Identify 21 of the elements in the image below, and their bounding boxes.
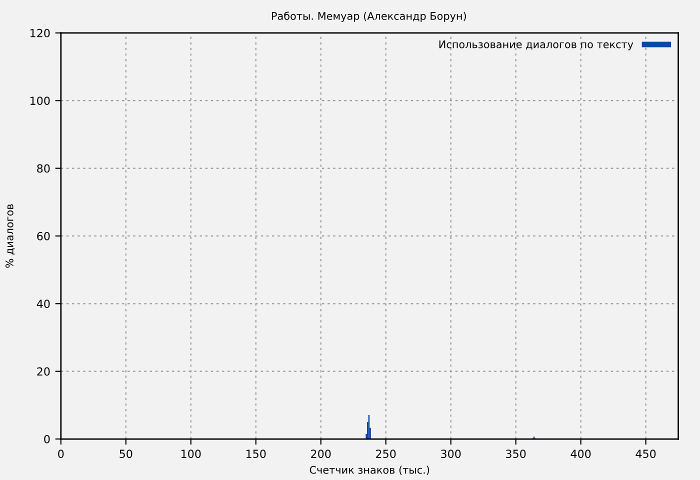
x-tick-label: 0 [58, 450, 64, 458]
y-tick-label: 0 [44, 434, 50, 444]
y-tick-label: 120 [30, 28, 50, 38]
y-tick-label: 60 [37, 232, 50, 240]
x-axis-title: Счетчик знаков (тыс.) [310, 466, 430, 476]
y-axis-title: % диалогов [5, 204, 15, 268]
x-tick-label: 400 [570, 450, 591, 458]
x-tick-label: 300 [441, 450, 461, 458]
y-tick-label: 40 [36, 300, 50, 308]
legend-label: Использование диалогов по тексту [439, 40, 634, 50]
y-tick-label: 20 [37, 367, 50, 376]
chart-title: Работы. Мемуар (Александр Борун) [272, 12, 466, 22]
x-tick-label: 350 [506, 450, 526, 458]
x-tick-label: 100 [181, 450, 201, 458]
x-tick-label: 250 [376, 450, 396, 458]
y-tick-label: 100 [30, 96, 50, 105]
x-tick-label: 50 [120, 450, 132, 458]
x-tick-label: 200 [311, 450, 331, 458]
x-tick-label: 450 [636, 450, 656, 458]
x-tick-label: 150 [246, 450, 266, 458]
y-tick-label: 80 [37, 164, 50, 173]
